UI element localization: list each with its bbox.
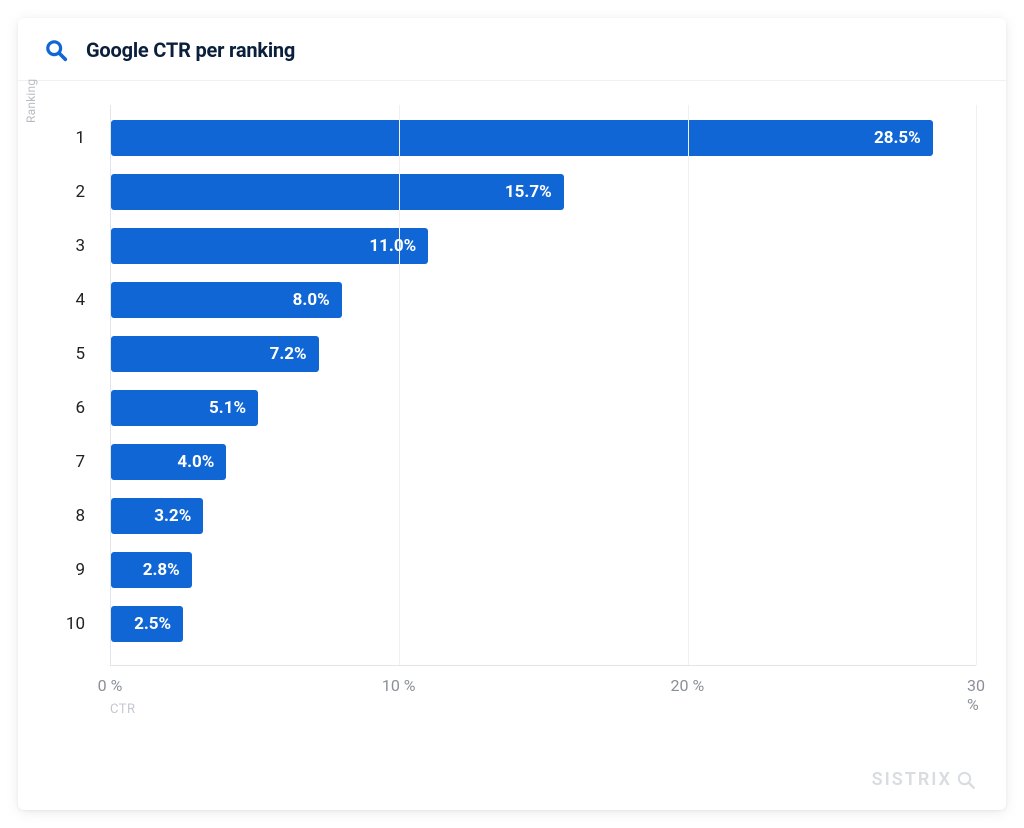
category-label: 1 xyxy=(49,128,103,148)
bar: 4.0% xyxy=(111,444,226,480)
magnifier-icon xyxy=(956,770,976,790)
category-label: 7 xyxy=(49,452,103,472)
bar-value-label: 11.0% xyxy=(369,236,416,256)
bar-row: 215.7% xyxy=(111,165,976,219)
bars-container: 128.5%215.7%311.0%48.0%57.2%65.1%74.0%83… xyxy=(111,105,976,651)
chart-title: Google CTR per ranking xyxy=(86,38,295,62)
y-axis-label: Ranking xyxy=(24,79,38,123)
category-label: 6 xyxy=(49,398,103,418)
search-icon xyxy=(44,38,68,62)
bar: 2.5% xyxy=(111,606,183,642)
category-label: 3 xyxy=(49,236,103,256)
bar-row: 92.8% xyxy=(111,543,976,597)
category-label: 10 xyxy=(49,614,103,634)
category-label: 2 xyxy=(49,182,103,202)
category-label: 4 xyxy=(49,290,103,310)
x-axis: CTR 0 %10 %20 %30 % xyxy=(110,665,976,713)
bar: 5.1% xyxy=(111,390,258,426)
bar: 11.0% xyxy=(111,228,428,264)
bar-value-label: 2.5% xyxy=(134,614,171,634)
brand-text: SISTRIX xyxy=(872,769,952,790)
bar-row: 65.1% xyxy=(111,381,976,435)
x-tick-label: 20 % xyxy=(670,676,704,695)
chart-area: Ranking 128.5%215.7%311.0%48.0%57.2%65.1… xyxy=(18,81,1006,810)
bar-value-label: 7.2% xyxy=(270,344,307,364)
gridline xyxy=(399,105,400,665)
bar: 8.0% xyxy=(111,282,342,318)
bar-value-label: 3.2% xyxy=(154,506,191,526)
gridline xyxy=(688,105,689,665)
bar-value-label: 2.8% xyxy=(143,560,180,580)
x-tick-label: 30 % xyxy=(967,676,985,714)
gridline xyxy=(976,105,977,665)
x-axis-label: CTR xyxy=(110,702,136,717)
bar-row: 311.0% xyxy=(111,219,976,273)
card-header: Google CTR per ranking xyxy=(18,18,1006,81)
bar-value-label: 15.7% xyxy=(505,182,552,202)
bar: 15.7% xyxy=(111,174,564,210)
bar-row: 128.5% xyxy=(111,111,976,165)
bar-row: 83.2% xyxy=(111,489,976,543)
x-tick-label: 10 % xyxy=(382,676,416,695)
bar: 2.8% xyxy=(111,552,192,588)
bar-value-label: 5.1% xyxy=(209,398,246,418)
bar: 28.5% xyxy=(111,120,933,156)
bar-row: 102.5% xyxy=(111,597,976,651)
bar-value-label: 4.0% xyxy=(177,452,214,472)
category-label: 5 xyxy=(49,344,103,364)
bar: 7.2% xyxy=(111,336,319,372)
bar-row: 74.0% xyxy=(111,435,976,489)
brand-watermark: SISTRIX xyxy=(872,769,976,790)
bar: 3.2% xyxy=(111,498,203,534)
bar-value-label: 8.0% xyxy=(293,290,330,310)
bar-value-label: 28.5% xyxy=(874,128,921,148)
bar-row: 48.0% xyxy=(111,273,976,327)
chart-card: Google CTR per ranking Ranking 128.5%215… xyxy=(18,18,1006,810)
plot-region: 128.5%215.7%311.0%48.0%57.2%65.1%74.0%83… xyxy=(110,105,976,665)
x-tick-label: 0 % xyxy=(98,676,123,695)
bar-row: 57.2% xyxy=(111,327,976,381)
category-label: 9 xyxy=(49,560,103,580)
category-label: 8 xyxy=(49,506,103,526)
